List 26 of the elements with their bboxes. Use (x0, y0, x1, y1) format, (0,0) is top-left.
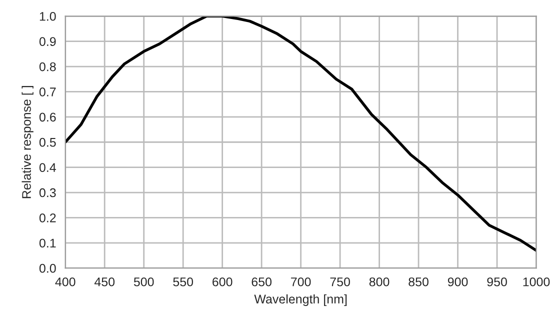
x-tick-label: 500 (134, 277, 154, 286)
x-tick-label: 1000 (523, 277, 550, 286)
y-axis-title: Relative response [ ] (22, 86, 34, 198)
x-tick-label: 450 (94, 277, 115, 286)
y-tick-label: 0.8 (39, 62, 56, 72)
x-tick-label: 800 (369, 277, 390, 286)
x-tick-label: 900 (448, 277, 468, 286)
x-tick-label: 600 (212, 277, 232, 286)
x-tick-label: 400 (55, 277, 76, 286)
x-tick-label: 700 (291, 277, 311, 286)
x-axis-title: Wavelength [nm] (254, 294, 347, 306)
y-tick-label: 0.0 (39, 264, 56, 273)
y-tick-label: 0.6 (39, 112, 56, 122)
y-tick-label: 0.4 (39, 163, 56, 172)
y-tick-label: 0.9 (39, 37, 56, 46)
x-tick-label: 550 (173, 277, 194, 286)
y-tick-label: 0.1 (39, 238, 56, 248)
y-tick-label: 0.5 (39, 138, 56, 147)
x-tick-label: 850 (408, 277, 428, 286)
y-tick-label: 1.0 (40, 12, 56, 21)
x-tick-label: 950 (487, 277, 507, 286)
y-tick-label: 0.7 (39, 88, 56, 96)
y-tick-label: 0.2 (39, 214, 56, 222)
x-tick-label: 650 (252, 277, 272, 286)
y-tick-label: 0.3 (39, 188, 56, 198)
x-tick-label: 750 (330, 277, 350, 286)
